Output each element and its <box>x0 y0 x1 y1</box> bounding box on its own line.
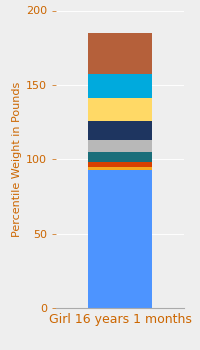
Bar <box>88 152 152 162</box>
Y-axis label: Percentile Weight in Pounds: Percentile Weight in Pounds <box>12 82 22 237</box>
Bar <box>88 140 152 152</box>
Bar <box>88 162 152 167</box>
Bar <box>88 120 152 140</box>
Bar <box>88 167 152 170</box>
Bar <box>88 98 152 120</box>
Bar <box>88 33 152 75</box>
Bar <box>88 75 152 98</box>
Bar <box>88 170 152 308</box>
